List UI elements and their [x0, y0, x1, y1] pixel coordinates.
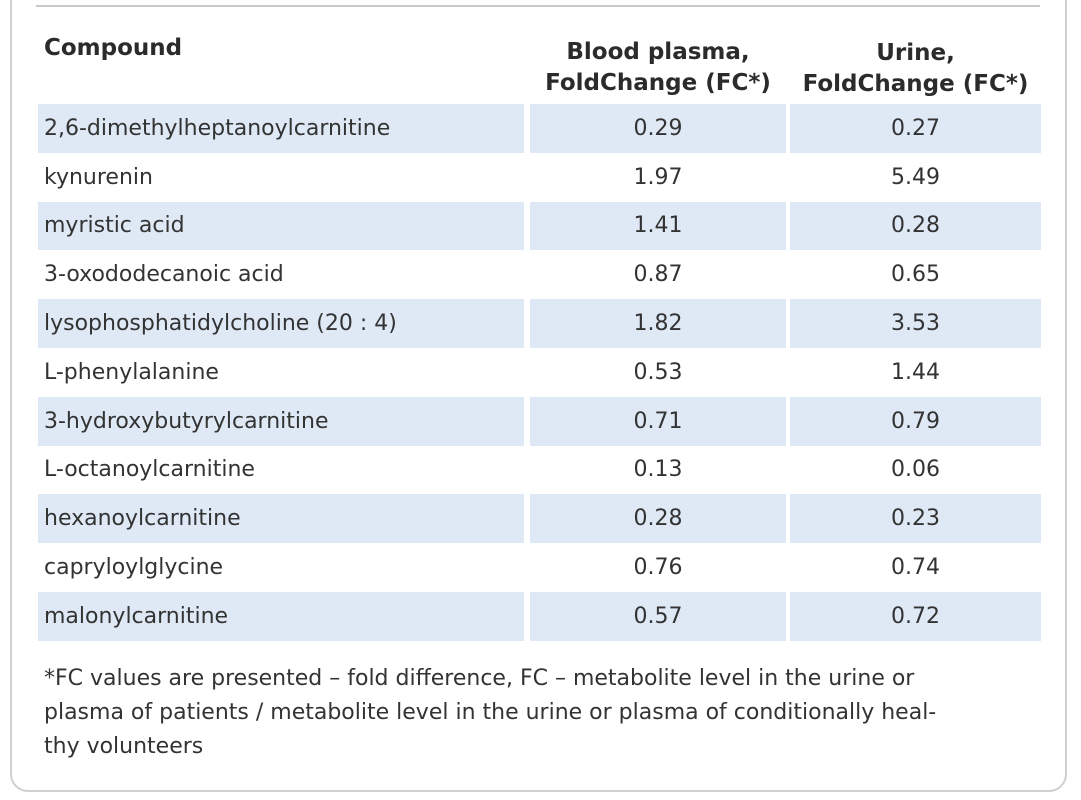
- compound-cell: kynurenin: [44, 164, 153, 190]
- plasma-fc-cell: 1.82: [530, 299, 786, 348]
- plasma-fc-cell: 0.57: [530, 591, 786, 641]
- header-urine-line1: Urine,: [876, 40, 955, 66]
- plasma-fc-cell: 0.71: [530, 396, 786, 446]
- compound-cell: L-phenylalanine: [44, 359, 219, 385]
- table-frame: [10, 0, 1067, 792]
- urine-fc-cell: 1.44: [891, 359, 940, 385]
- compound-cell: lysophosphatidylcholine (20 : 4): [38, 299, 524, 348]
- plasma-fc-cell: 1.97: [633, 164, 683, 190]
- table-row: 3-oxododecanoic acid 0.87 0.65: [38, 250, 1041, 299]
- table-row: myristic acid 1.41 0.28: [38, 201, 1041, 251]
- urine-fc-cell: 0.74: [891, 555, 940, 581]
- urine-fc-cell: 0.65: [891, 262, 940, 288]
- urine-fc-cell: 0.28: [790, 201, 1041, 251]
- header-urine: Urine, FoldChange (FC*): [790, 34, 1041, 100]
- header-blood-plasma-line1: Blood plasma,: [566, 39, 750, 65]
- footnote-line: thy volunteers: [44, 734, 204, 759]
- compound-cell: myristic acid: [38, 201, 524, 251]
- plasma-fc-cell: 0.29: [530, 104, 786, 153]
- compound-cell: hexanoylcarnitine: [38, 494, 524, 544]
- compound-cell: 3-oxododecanoic acid: [44, 262, 284, 288]
- table-row: 3-hydroxybutyrylcarnitine 0.71 0.79: [38, 396, 1041, 446]
- urine-fc-cell: 0.06: [891, 457, 940, 483]
- compound-cell: capryloylglycine: [44, 555, 224, 581]
- plasma-fc-cell: 0.13: [633, 457, 683, 483]
- urine-fc-cell: 0.27: [790, 104, 1041, 153]
- urine-fc-cell: 0.23: [790, 494, 1041, 544]
- table-row: capryloylglycine 0.76 0.74: [38, 543, 1041, 592]
- urine-fc-cell: 0.79: [790, 396, 1041, 446]
- table-row: lysophosphatidylcholine (20 : 4) 1.82 3.…: [38, 299, 1041, 348]
- compound-cell: 3-hydroxybutyrylcarnitine: [38, 396, 524, 446]
- compound-cell: L-octanoylcarnitine: [44, 457, 255, 483]
- header-compound: Compound: [44, 35, 183, 61]
- header-blood-plasma: Blood plasma, FoldChange (FC*): [530, 35, 786, 99]
- table-footnote: *FC values are presented – fold differen…: [44, 662, 1034, 764]
- table-row: L-phenylalanine 0.53 1.44: [38, 348, 1041, 397]
- plasma-fc-cell: 0.76: [633, 555, 683, 581]
- plasma-fc-cell: 0.87: [633, 262, 683, 288]
- table-row: malonylcarnitine 0.57 0.72: [38, 591, 1041, 641]
- plasma-fc-cell: 0.28: [530, 494, 786, 544]
- table-row: L-octanoylcarnitine 0.13 0.06: [38, 446, 1041, 495]
- urine-fc-cell: 5.49: [891, 164, 940, 190]
- footnote-line: plasma of patients / metabolite level in…: [44, 700, 937, 725]
- table-header-row: Compound Blood plasma, FoldChange (FC*) …: [38, 30, 1041, 104]
- table-row: hexanoylcarnitine 0.28 0.23: [38, 494, 1041, 544]
- fold-change-table: Compound Blood plasma, FoldChange (FC*) …: [38, 30, 1041, 641]
- table-row: kynurenin 1.97 5.49: [38, 153, 1041, 202]
- urine-fc-cell: 0.72: [790, 591, 1041, 641]
- plasma-fc-cell: 1.41: [530, 201, 786, 251]
- header-urine-line2: FoldChange (FC*): [802, 71, 1029, 97]
- top-divider: [36, 5, 1040, 7]
- table-row: 2,6-dimethylheptanoylcarnitine 0.29 0.27: [38, 104, 1041, 153]
- compound-cell: 2,6-dimethylheptanoylcarnitine: [38, 104, 524, 153]
- header-blood-plasma-line2: FoldChange (FC*): [545, 70, 771, 96]
- compound-cell: malonylcarnitine: [38, 591, 524, 641]
- urine-fc-cell: 3.53: [790, 299, 1041, 348]
- plasma-fc-cell: 0.53: [633, 359, 683, 385]
- footnote-line: *FC values are presented – fold differen…: [44, 666, 915, 691]
